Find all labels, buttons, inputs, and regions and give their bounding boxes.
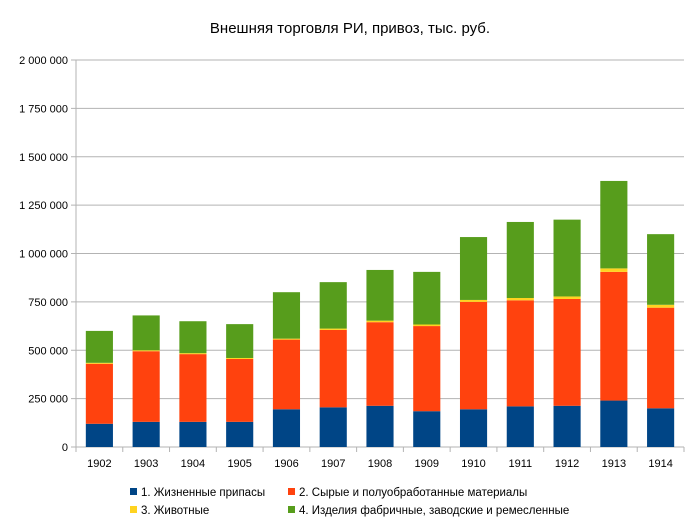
x-tick-label: 1906 bbox=[274, 458, 298, 470]
bar-1902-series-2 bbox=[85, 363, 113, 424]
bar-1905-series-1 bbox=[226, 421, 254, 447]
bar-1904-series-1 bbox=[179, 421, 207, 447]
bar-1908-series-2 bbox=[366, 322, 394, 406]
bar-1914-series-3 bbox=[647, 304, 675, 308]
grid bbox=[71, 59, 684, 448]
bar-1908-series-1 bbox=[366, 405, 394, 447]
x-tick-label: 1914 bbox=[648, 458, 672, 470]
x-tick-label: 1910 bbox=[461, 458, 485, 470]
bar-1907-series-4 bbox=[319, 282, 347, 329]
bar-1909-series-2 bbox=[413, 326, 441, 412]
bar-1908-series-4 bbox=[366, 269, 394, 321]
x-tick-label: 1907 bbox=[321, 458, 345, 470]
x-tick-label: 1905 bbox=[227, 458, 251, 470]
bar-1910-series-4 bbox=[459, 237, 488, 300]
bar-1906-series-2 bbox=[272, 339, 301, 410]
legend-label: 4. Изделия фабричные, заводские и ремесл… bbox=[299, 505, 569, 517]
x-tick-label: 1909 bbox=[415, 458, 439, 470]
bar-1905-series-2 bbox=[226, 358, 254, 422]
bar-1907-series-3 bbox=[319, 328, 347, 330]
y-tick-label: 750 000 bbox=[28, 297, 68, 309]
legend: 1. Жизненные припасы 2. Сырые и полуобраб… bbox=[130, 487, 569, 517]
legend-label: 1. Жизненные припасы bbox=[141, 487, 265, 499]
legend-swatch bbox=[288, 506, 295, 513]
bar-1902-series-1 bbox=[85, 423, 113, 447]
bar-1913-series-2 bbox=[600, 271, 628, 401]
x-tick-label: 1903 bbox=[134, 458, 158, 470]
chart-title: Внешняя торговля РИ, привоз, тыс. руб. bbox=[210, 20, 490, 37]
bar-1905-series-3 bbox=[226, 357, 254, 359]
x-tick-label: 1908 bbox=[368, 458, 392, 470]
y-tick-label: 250 000 bbox=[28, 394, 68, 406]
x-tick-label: 1902 bbox=[87, 458, 111, 470]
bar-1907-series-1 bbox=[319, 407, 347, 447]
legend-label: 3. Животные bbox=[141, 505, 209, 517]
y-tick-label: 1 500 000 bbox=[19, 152, 68, 164]
bar-1908-series-3 bbox=[366, 320, 394, 323]
bars bbox=[85, 180, 675, 447]
bar-1902-series-4 bbox=[85, 330, 113, 363]
bar-1903-series-3 bbox=[132, 350, 160, 352]
y-tick-label: 1 750 000 bbox=[19, 103, 68, 115]
y-tick-label: 500 000 bbox=[28, 345, 68, 357]
bar-1906-series-1 bbox=[272, 409, 301, 447]
bar-1914-series-4 bbox=[647, 234, 675, 305]
bar-1912-series-3 bbox=[553, 296, 581, 299]
x-tick-label: 1913 bbox=[602, 458, 626, 470]
x-tick-label: 1904 bbox=[181, 458, 205, 470]
x-tick-label: 1912 bbox=[555, 458, 579, 470]
bar-1903-series-2 bbox=[132, 351, 160, 422]
y-tick-label: 1 250 000 bbox=[19, 200, 68, 212]
bar-1912-series-1 bbox=[553, 405, 581, 447]
legend-swatch bbox=[130, 506, 137, 513]
y-tick-label: 2 000 000 bbox=[19, 55, 68, 67]
bar-1913-series-1 bbox=[600, 400, 628, 447]
bar-1911-series-4 bbox=[506, 221, 534, 299]
bar-1912-series-2 bbox=[553, 298, 581, 406]
x-tick-label: 1911 bbox=[508, 458, 532, 470]
bar-1914-series-2 bbox=[647, 307, 675, 409]
bar-1906-series-4 bbox=[272, 292, 301, 339]
bar-1902-series-3 bbox=[85, 362, 113, 364]
bar-1909-series-1 bbox=[413, 411, 441, 447]
bar-1906-series-3 bbox=[272, 338, 301, 340]
bar-1911-series-3 bbox=[506, 298, 534, 301]
legend-label: 2. Сырые и полуобработанные материалы bbox=[299, 487, 527, 499]
y-tick-label: 1 000 000 bbox=[19, 249, 68, 261]
bar-1907-series-2 bbox=[319, 329, 347, 408]
axes: 0 250 000 500 000 750 000 1 000 000 1 250 000… bbox=[19, 55, 685, 470]
bar-1904-series-3 bbox=[179, 353, 207, 355]
bar-1914-series-1 bbox=[647, 408, 675, 447]
bar-1911-series-1 bbox=[506, 406, 534, 447]
bar-1911-series-2 bbox=[506, 300, 534, 407]
bar-1913-series-4 bbox=[600, 180, 628, 269]
bar-1913-series-3 bbox=[600, 268, 628, 272]
bar-1904-series-4 bbox=[179, 321, 207, 354]
bar-1912-series-4 bbox=[553, 219, 581, 297]
bar-1910-series-3 bbox=[459, 299, 488, 302]
legend-swatch bbox=[130, 488, 137, 495]
bar-1910-series-1 bbox=[459, 409, 488, 447]
bar-1910-series-2 bbox=[459, 301, 488, 410]
bar-1903-series-4 bbox=[132, 315, 160, 351]
legend-swatch bbox=[288, 488, 295, 495]
bar-1903-series-1 bbox=[132, 421, 160, 447]
bar-1909-series-3 bbox=[413, 324, 441, 327]
bar-1905-series-4 bbox=[226, 324, 254, 358]
bar-1909-series-4 bbox=[413, 271, 441, 325]
y-tick-label: 0 bbox=[62, 442, 68, 454]
bar-1904-series-2 bbox=[179, 354, 207, 422]
